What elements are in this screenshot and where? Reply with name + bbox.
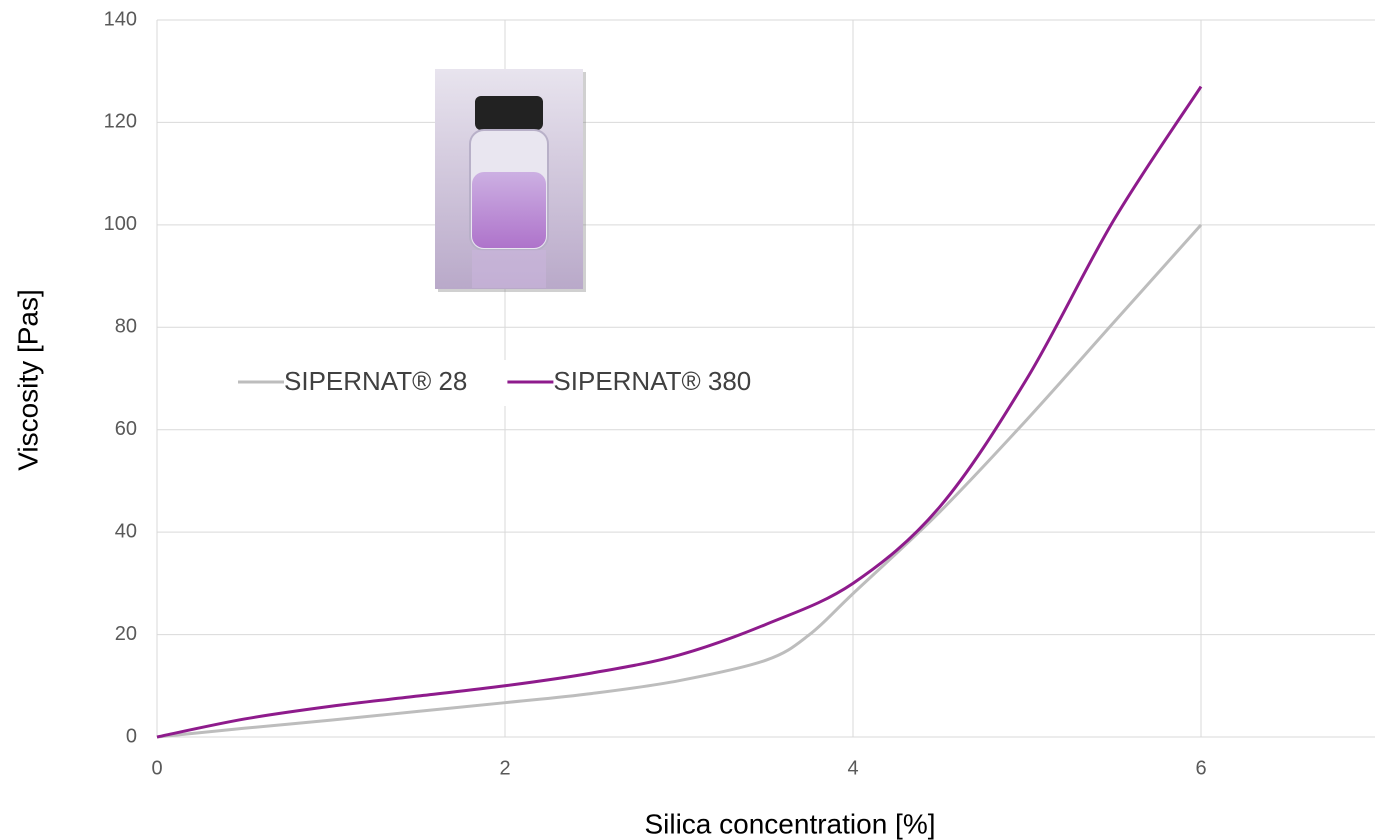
series-line [157,225,1201,737]
legend-label: SIPERNAT® 28 [284,366,467,396]
y-tick-label: 0 [126,725,137,747]
y-axis-title: Viscosity [Pas] [12,289,43,471]
x-axis-title: Silica concentration [%] [644,808,935,839]
page: {"chart_data": { "type": "line", "x_labe… [0,0,1376,840]
y-tick-label: 140 [104,8,137,30]
x-tick-label: 0 [151,757,162,779]
x-tick-label: 6 [1195,757,1206,779]
y-tick-label: 40 [115,520,137,542]
y-tick-label: 120 [104,111,137,133]
plot [157,87,1201,737]
series-line [157,87,1201,737]
y-tick-label: 60 [115,418,137,440]
product-photo [435,69,586,292]
y-tick-label: 20 [115,623,137,645]
x-tick-label: 4 [847,757,858,779]
y-tick-label: 80 [115,316,137,338]
chart: Silica concentration [%] Viscosity [Pas]… [0,0,1376,840]
x-tick-label: 2 [499,757,510,779]
legend-label: SIPERNAT® 380 [553,366,751,396]
y-tick-label: 100 [104,213,137,235]
